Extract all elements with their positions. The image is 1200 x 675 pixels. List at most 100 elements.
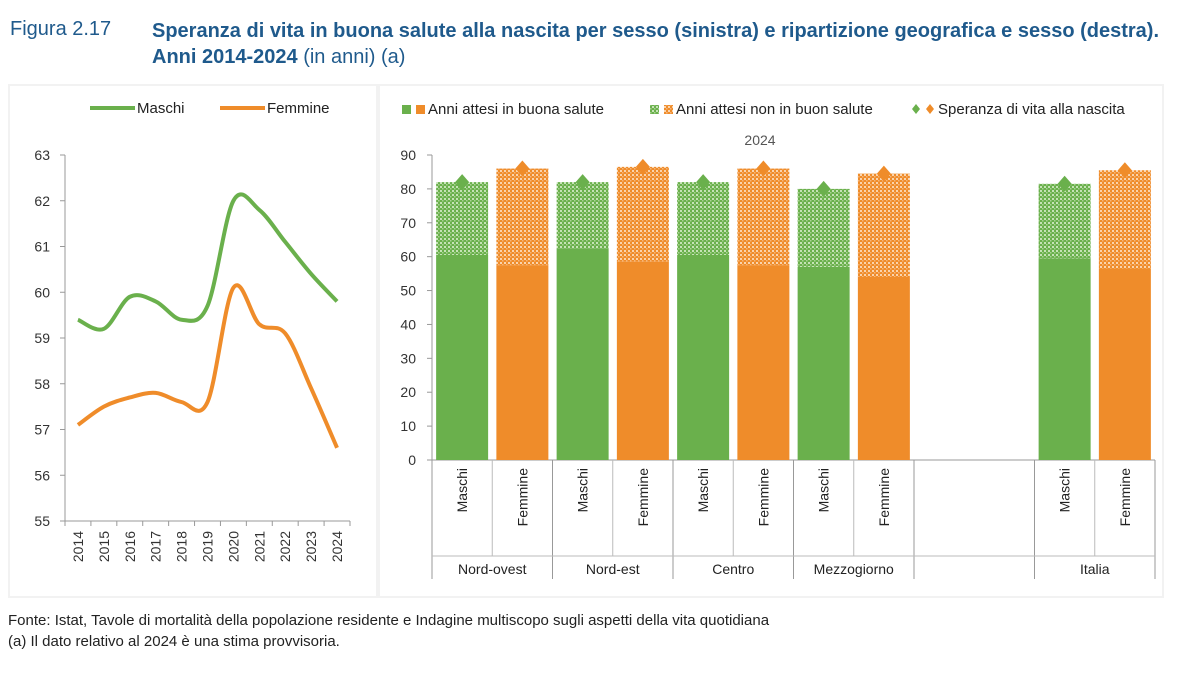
legend-label: Femmine	[267, 100, 330, 117]
y-tick-label: 63	[34, 147, 50, 163]
legend-label: Speranza di vita alla nascita	[938, 101, 1125, 118]
life-expectancy-marker	[696, 174, 711, 191]
group-label: Centro	[712, 561, 754, 577]
life-expectancy-marker	[455, 174, 470, 191]
bar-good-health	[496, 265, 549, 460]
y-tick-label: 59	[34, 330, 50, 346]
bar-label: Femmine	[755, 468, 771, 527]
figure-panel: 55 56 57 58 59 60 61 62 63 2014 2015 2016 2017 2018 20…	[8, 84, 1164, 598]
x-tick-label: 2023	[303, 531, 319, 562]
y-tick-label: 10	[400, 418, 416, 434]
bar-not-good-health	[737, 168, 790, 266]
y-tick-label: 70	[400, 215, 416, 231]
bar-good-health	[616, 261, 669, 460]
y-tick-label: 62	[34, 193, 50, 209]
figure-number: Figura 2.17	[10, 18, 112, 40]
bar-not-good-health	[677, 182, 730, 255]
group-label: Mezzogiorno	[814, 561, 894, 577]
figure-title: Speranza di vita in buona salute alla na…	[152, 18, 1182, 70]
source-note: Fonte: Istat, Tavole di mortalità della …	[8, 612, 770, 629]
figure-title-unit: (in anni) (a)	[303, 46, 406, 68]
y-tick-label: 30	[400, 350, 416, 366]
chart-subtitle: 2024	[744, 132, 775, 148]
bar-label: Femmine	[635, 468, 651, 527]
y-tick-label: 40	[400, 316, 416, 332]
x-tick-label: 2018	[174, 531, 190, 562]
bar-label: Maschi	[816, 468, 832, 512]
group-label: Nord-ovest	[458, 561, 527, 577]
life-expectancy-marker	[876, 165, 891, 182]
life-expectancy-marker	[515, 160, 530, 177]
y-tick-label: 55	[34, 513, 50, 529]
x-tick-label: 2017	[148, 531, 164, 562]
legend-diamond-male	[912, 104, 920, 114]
bar-label: Femmine	[514, 468, 530, 527]
bar-not-good-health	[436, 182, 489, 255]
footnote: (a) Il dato relativo al 2024 è una stima…	[8, 633, 340, 650]
bar-good-health	[677, 254, 730, 460]
life-expectancy-marker	[756, 160, 771, 177]
bar-good-health	[1038, 258, 1091, 460]
x-tick-label: 2022	[277, 531, 293, 562]
life-expectancy-marker	[816, 180, 831, 197]
bar-good-health	[1098, 268, 1151, 460]
line-chart: 55 56 57 58 59 60 61 62 63 2014 2015 2016 2017 2018 20…	[34, 100, 351, 562]
y-tick-label: 58	[34, 376, 50, 392]
bar-label: Maschi	[695, 468, 711, 512]
group-label: Nord-est	[586, 561, 640, 577]
x-tick-label: 2020	[225, 531, 241, 562]
legend-label: Anni attesi non in buon salute	[676, 101, 873, 118]
x-tick-label: 2019	[200, 531, 216, 562]
life-expectancy-marker	[575, 174, 590, 191]
bar-not-good-health	[797, 188, 850, 267]
bar-label: Femmine	[1117, 468, 1133, 527]
x-tick-label: 2021	[251, 531, 267, 562]
bar-not-good-health	[1098, 170, 1151, 269]
bar-label: Femmine	[876, 468, 892, 527]
bar-good-health	[436, 254, 489, 460]
bar-chart-area: Anni attesi in buona salute Anni attesi n…	[380, 86, 1162, 596]
y-tick-label: 57	[34, 422, 50, 438]
bar-label: Maschi	[575, 468, 591, 512]
line-chart-area: 55 56 57 58 59 60 61 62 63 2014 2015 2016 2017 2018 20…	[10, 86, 376, 596]
series-line	[76, 283, 339, 449]
figure-notes: Fonte: Istat, Tavole di mortalità della …	[8, 610, 769, 652]
bar-good-health	[737, 265, 790, 460]
bar-label: Maschi	[1057, 468, 1073, 512]
life-expectancy-marker	[635, 158, 650, 175]
bar-not-good-health	[496, 168, 549, 266]
bar-not-good-health	[1038, 183, 1091, 259]
y-tick-label: 20	[400, 384, 416, 400]
legend-swatch-male	[402, 105, 411, 114]
legend-diamond-female	[926, 104, 934, 114]
legend-swatch-female	[416, 105, 425, 114]
bar-good-health	[857, 277, 910, 460]
legend-label: Anni attesi in buona salute	[428, 101, 604, 118]
legend-swatch-female	[664, 105, 673, 114]
y-tick-label: 90	[400, 147, 416, 163]
bar-label: Maschi	[454, 468, 470, 512]
bar-chart: Anni attesi in buona salute Anni attesi n…	[400, 101, 1156, 579]
y-tick-label: 56	[34, 467, 50, 483]
y-tick-label: 60	[400, 249, 416, 265]
series-line	[77, 192, 339, 332]
x-tick-label: 2015	[96, 531, 112, 562]
bar-not-good-health	[616, 166, 669, 262]
y-tick-label: 60	[34, 284, 50, 300]
y-tick-label: 61	[34, 239, 50, 255]
bar-not-good-health	[857, 173, 910, 277]
bar-not-good-health	[556, 182, 609, 249]
x-tick-label: 2024	[329, 531, 345, 562]
figure-title-main: Speranza di vita in buona salute alla na…	[152, 20, 1160, 68]
y-tick-label: 0	[408, 452, 416, 468]
group-label: Italia	[1080, 561, 1110, 577]
life-expectancy-marker	[1057, 175, 1072, 192]
y-tick-label: 50	[400, 283, 416, 299]
life-expectancy-marker	[1117, 162, 1132, 179]
x-tick-label: 2016	[122, 531, 138, 562]
legend-label: Maschi	[137, 100, 185, 117]
bar-good-health	[556, 248, 609, 460]
x-tick-label: 2014	[70, 531, 86, 562]
y-tick-label: 80	[400, 181, 416, 197]
bar-good-health	[797, 266, 850, 460]
